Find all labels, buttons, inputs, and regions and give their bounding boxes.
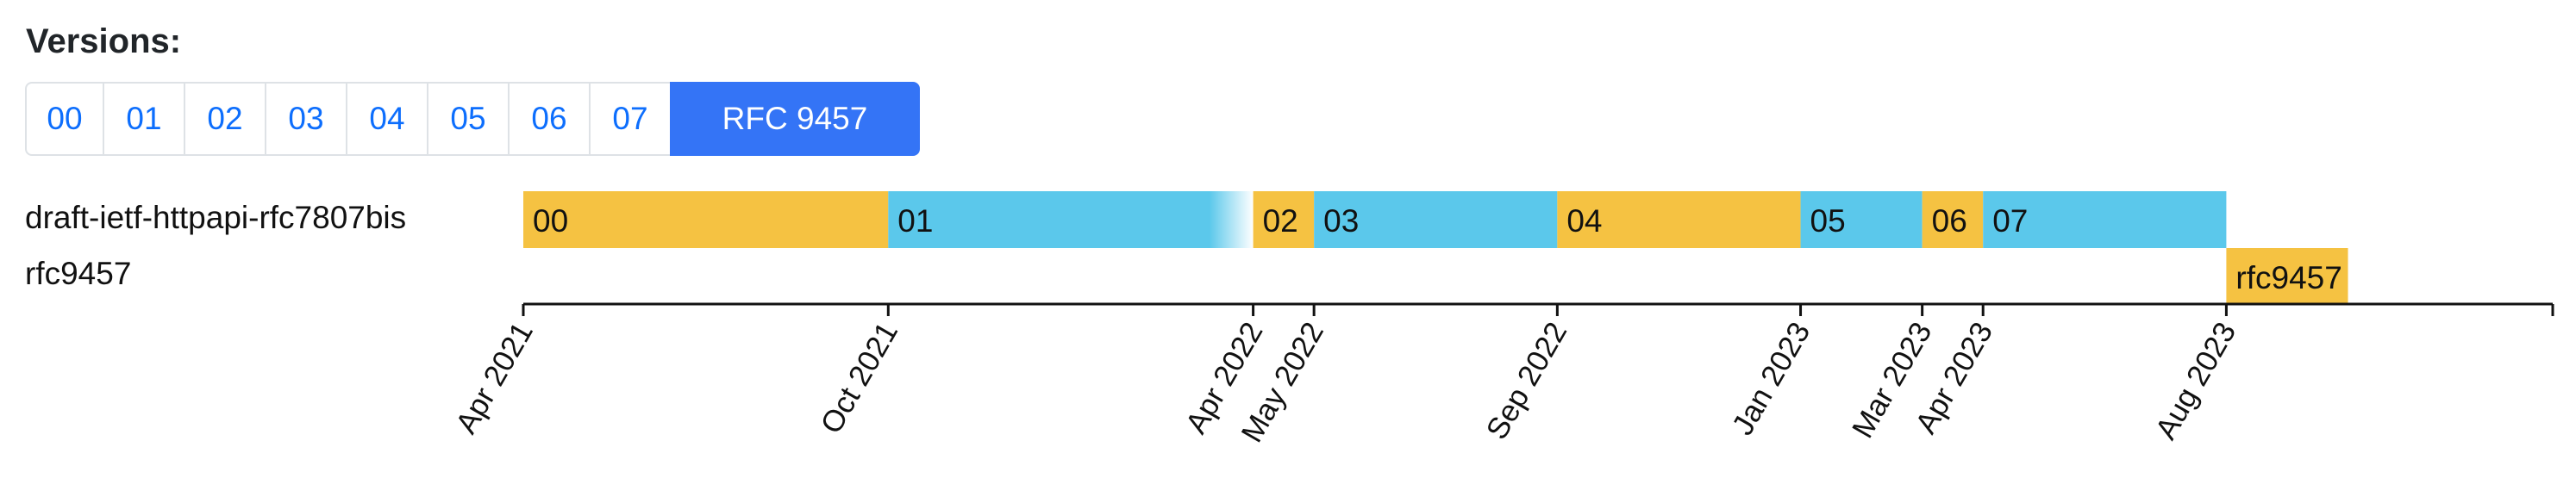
timeline-segment-05[interactable] (1800, 191, 1923, 248)
timeline-segment-label: 00 (533, 203, 568, 239)
timeline-segment-label: 07 (1992, 203, 2028, 239)
versions-heading: Versions: (26, 22, 182, 60)
version-button-rfc-9457[interactable]: RFC 9457 (670, 82, 920, 156)
timeline-segment-label: 04 (1566, 203, 1602, 239)
version-button-02[interactable]: 02 (184, 82, 266, 156)
timeline-segment-02[interactable] (1253, 191, 1315, 248)
row-label-draft: draft-ietf-httpapi-rfc7807bis (25, 200, 407, 235)
timeline-segment-label: 05 (1810, 203, 1846, 239)
timeline-segment-07[interactable] (1983, 191, 2227, 248)
timeline-segment-label: 03 (1323, 203, 1359, 239)
version-button-03[interactable]: 03 (265, 82, 347, 156)
timeline-segment-label: rfc9457 (2235, 260, 2342, 295)
axis-tick-label: Sep 2022 (1480, 317, 1574, 445)
axis-tick-label: Aug 2023 (2149, 317, 2243, 445)
version-button-07[interactable]: 07 (589, 82, 672, 156)
timeline-segment-01[interactable] (888, 191, 1254, 248)
row-label-rfc: rfc9457 (25, 256, 132, 291)
version-button-group: 00 01 02 03 04 05 06 07 RFC 9457 (25, 82, 920, 156)
axis-tick-label: Oct 2021 (814, 317, 904, 440)
timeline-segment-03[interactable] (1314, 191, 1558, 248)
axis-tick-label: Apr 2021 (449, 317, 540, 440)
version-button-04[interactable]: 04 (346, 82, 428, 156)
version-button-05[interactable]: 05 (427, 82, 510, 156)
axis-tick-label: Jan 2023 (1726, 317, 1817, 441)
timeline-segment-04[interactable] (1557, 191, 1801, 248)
timeline-segment-label: 06 (1932, 203, 1967, 239)
timeline-segment-00[interactable] (523, 191, 889, 248)
version-button-00[interactable]: 00 (25, 82, 104, 156)
timeline-segment-06[interactable] (1922, 191, 1984, 248)
timeline-segment-label: 02 (1263, 203, 1298, 239)
timeline-segment-label: 01 (897, 203, 933, 239)
timeline-segment-rfc9457[interactable] (2226, 248, 2348, 305)
